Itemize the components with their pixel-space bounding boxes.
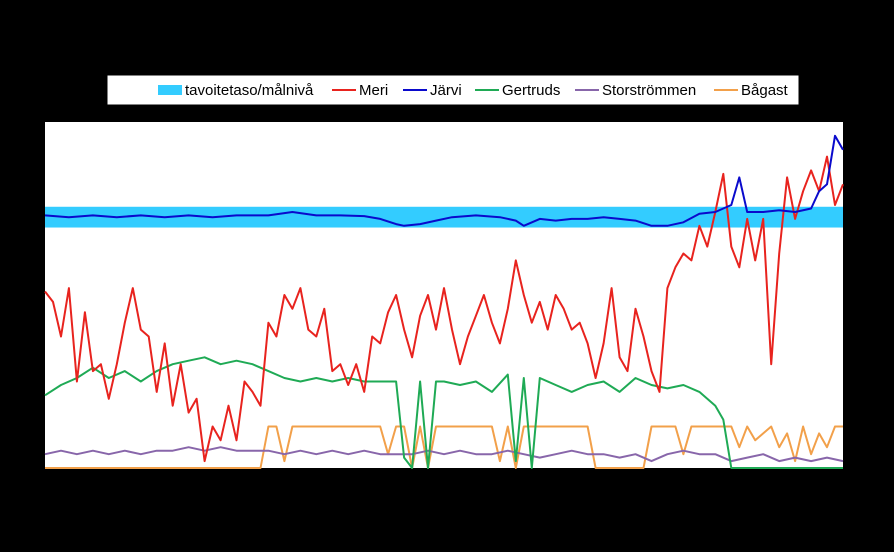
legend-label-target-band: tavoitetaso/målnivå — [185, 82, 314, 99]
legend-label-bagast: Bågast — [741, 82, 789, 99]
legend-label-meri: Meri — [359, 82, 388, 99]
legend-swatch-target-band — [158, 85, 182, 95]
legend-label-gertruds: Gertruds — [502, 82, 560, 99]
legend-label-jarvi: Järvi — [430, 82, 462, 99]
legend: tavoitetaso/målnivå Meri Järvi Gertruds … — [107, 75, 799, 105]
legend-label-storstrommen: Storströmmen — [602, 82, 696, 99]
